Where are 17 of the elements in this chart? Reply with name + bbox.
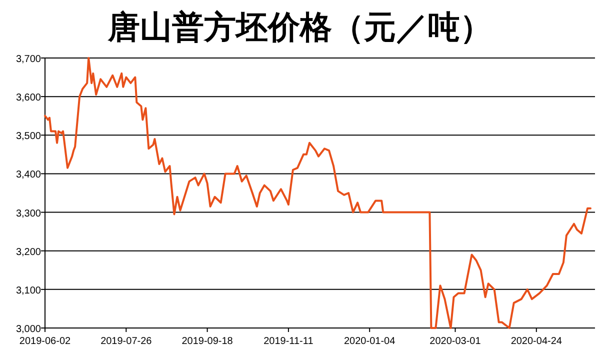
- y-tick-label: 3,100: [16, 285, 42, 296]
- y-tick-label: 3,300: [16, 208, 42, 220]
- x-tick-label: 2019-09-18: [182, 336, 234, 347]
- y-tick-label: 3,700: [16, 54, 42, 65]
- x-tick-label: 2020-01-04: [344, 336, 396, 347]
- x-tick-label: 2019-06-02: [19, 336, 72, 347]
- chart-title: 唐山普方坯价格（元／吨）: [107, 9, 492, 45]
- y-tick-label: 3,200: [16, 246, 42, 258]
- y-tick-label: 3,600: [16, 92, 42, 104]
- x-tick-label: 2020-03-01: [430, 336, 482, 347]
- x-tick-label: 2019-07-26: [100, 336, 152, 347]
- x-tick-label: 2019-11-11: [264, 336, 314, 347]
- x-tick-label: 2020-04-24: [510, 336, 562, 347]
- y-tick-label: 3,000: [16, 324, 42, 335]
- line-series: [44, 57, 592, 329]
- y-tick-label: 3,400: [16, 170, 42, 181]
- y-tick-label: 3,500: [16, 131, 42, 142]
